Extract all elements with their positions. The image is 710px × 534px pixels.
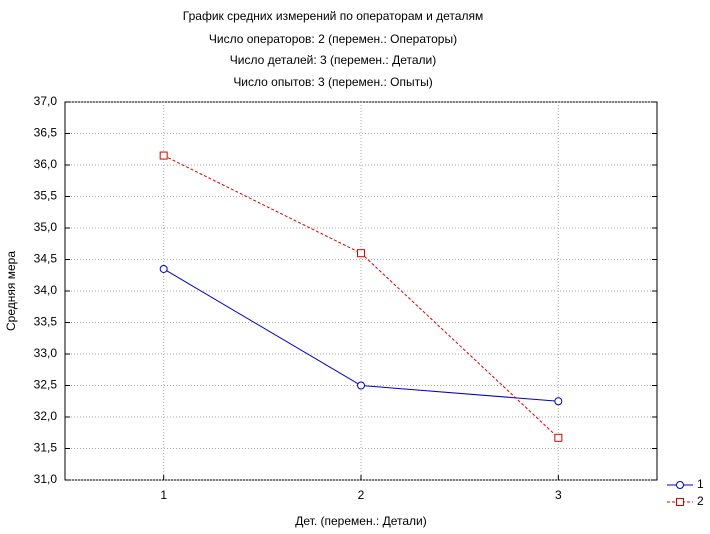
data-point <box>357 381 365 390</box>
title-line: График средних измерений по операторам и… <box>183 9 483 23</box>
data-point <box>357 249 365 258</box>
legend-marker <box>676 481 684 489</box>
y-tick-label: 31,5 <box>34 441 58 455</box>
x-tick-label: 3 <box>555 488 562 502</box>
y-tick-label: 36,0 <box>34 157 58 171</box>
y-tick-label: 35,5 <box>34 189 58 203</box>
legend-label: 1 <box>697 477 704 491</box>
data-point <box>554 397 563 406</box>
y-tick-label: 34,0 <box>34 283 58 297</box>
y-tick-label: 33,5 <box>34 315 58 329</box>
x-tick-label: 2 <box>358 488 365 502</box>
x-axis-label: Дет. (перемен.: Детали) <box>295 514 426 528</box>
x-tick-label: 1 <box>160 488 167 502</box>
y-tick-label: 33,0 <box>34 346 58 360</box>
title-line: Число деталей: 3 (перемен.: Детали) <box>230 53 436 67</box>
y-tick-label: 34,5 <box>34 252 58 266</box>
y-tick-label: 36,5 <box>34 126 58 140</box>
legend-marker <box>676 498 684 506</box>
legend-label: 2 <box>697 494 704 508</box>
y-axis-label: Средняя мера <box>4 251 18 331</box>
y-tick-label: 32,5 <box>34 378 58 392</box>
y-tick-label: 35,0 <box>34 220 58 234</box>
y-tick-label: 32,0 <box>34 409 58 423</box>
title-line: Число опытов: 3 (перемен.: Опыты) <box>233 75 432 89</box>
title-line: Число операторов: 2 (перемен.: Операторы… <box>209 32 457 46</box>
data-point <box>159 151 168 160</box>
y-tick-label: 31,0 <box>34 472 58 486</box>
data-point <box>554 433 563 442</box>
y-tick-label: 37,0 <box>34 94 58 108</box>
data-point <box>159 264 168 273</box>
